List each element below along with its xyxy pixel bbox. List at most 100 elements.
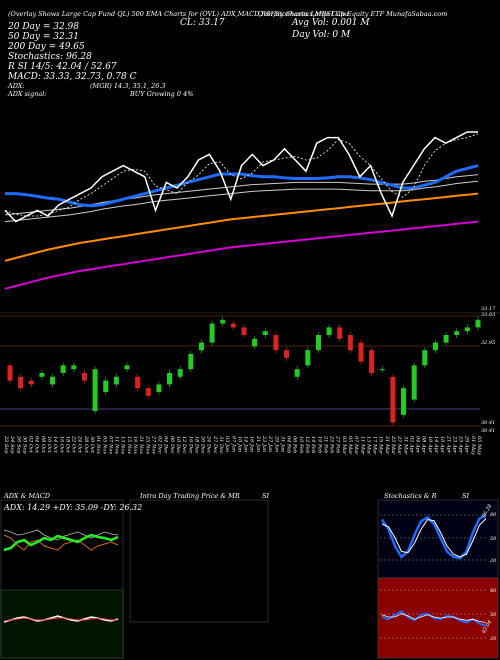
stock-name-line: Overlay Shares Large Cap Equity ETF Muna… (258, 10, 448, 18)
date-label: 07 Mar (353, 436, 359, 455)
date-label: 27 Dec (212, 435, 218, 454)
candle-body (475, 319, 481, 328)
date-label: 10 Jan (236, 436, 242, 452)
candle-body (326, 327, 332, 335)
minus-di-line (3, 534, 119, 551)
date-label: 24 Oct (77, 435, 83, 454)
close-sma-line (4, 133, 479, 217)
candle-body (358, 342, 364, 362)
price-label-2: 33.03 (481, 312, 496, 318)
date-label: 31 Dec (218, 436, 224, 454)
date-label: 07 Jan (230, 436, 236, 452)
date-label: 29 Apr (464, 435, 470, 454)
ema200-label: 200 Day = 49.65 (8, 42, 85, 52)
date-label: 01 May (470, 436, 476, 455)
candle-body (81, 373, 87, 381)
intraday-panel (129, 499, 269, 623)
rsi-level-50: 50 (490, 612, 497, 618)
ema50b-line (4, 174, 479, 216)
intraday-si-label: SI (262, 492, 270, 500)
date-label: 02 Dec (157, 436, 163, 454)
date-label: 10 Feb (298, 436, 304, 453)
adx-label: ADX: (8, 82, 25, 90)
date-label: 05 May (476, 436, 482, 455)
ema50-line (4, 180, 479, 223)
candle-body (92, 369, 98, 411)
date-label: 22 Sep (3, 435, 9, 454)
date-label: 16 Dec (187, 436, 193, 454)
date-label: 03 Jan (224, 436, 230, 452)
candle-body (443, 335, 449, 343)
candle-body (294, 369, 300, 377)
adx-macd-title: ADX & MACD (4, 492, 50, 500)
rsi-label: R SI 14/5: 42.04 / 52.67 (8, 62, 117, 72)
ema20-label: 20 Day = 32.98 (8, 22, 80, 32)
date-label: 19 Mar (378, 436, 384, 455)
date-label: 30 Sep (21, 436, 27, 454)
rsi-signal-line (381, 613, 487, 623)
date-label: 12 Dec (181, 436, 187, 454)
date-label: 10 Dec (175, 436, 181, 454)
header-top-line: (Overlay Shows Large Cap Fund QL) 500 EM… (8, 10, 348, 18)
candle-body (369, 350, 375, 373)
macd-signal-line (3, 617, 118, 622)
date-label: 14 Jan (243, 436, 249, 452)
candle-body (198, 342, 204, 351)
date-label: 16 Apr (439, 436, 445, 454)
avg-vol-label: Avg Vol: 0.001 M (292, 18, 370, 28)
date-label: 20 Dec (200, 435, 206, 454)
date-label: 19 Feb (316, 436, 322, 453)
candle-body (50, 376, 56, 385)
date-label: 14 Apr (433, 436, 439, 454)
date-label: 06 Feb (292, 436, 298, 453)
date-label: 04 Dec (163, 436, 169, 454)
close-price-line (4, 131, 478, 223)
price-label-5: 30.41 (481, 428, 496, 434)
adx-values: (MGR) 14.3, 35.1, 26.3 (90, 82, 166, 90)
date-label: 06 Dec (169, 436, 175, 454)
stochastics-title: Stochastics & R (384, 492, 437, 500)
date-label: 29 Jan (273, 435, 279, 452)
intraday-title: Intra Day Trading Price & MR (140, 492, 240, 500)
date-label: 04 Apr (415, 436, 421, 454)
ema200-line (4, 220, 479, 290)
date-label: 15 Nov (126, 436, 132, 454)
candle-body (167, 373, 173, 385)
date-label: 21 Mar (384, 435, 390, 455)
price-label-1: 33.17 (481, 306, 496, 312)
ema20-line (5, 164, 479, 208)
stochastics-panel (377, 499, 499, 579)
candle-body (230, 323, 236, 328)
date-label: 24 Sep (9, 435, 15, 454)
candle-body (60, 365, 66, 373)
stochastic-k-line (380, 514, 487, 560)
rsi-level-20: 20 (490, 636, 497, 642)
candle-body (305, 350, 311, 366)
ema100-line (4, 192, 479, 262)
candle-body (284, 350, 290, 358)
candle-body (145, 388, 151, 396)
date-label: 16 Oct (58, 436, 64, 454)
date-label: 14 Oct (52, 436, 58, 454)
candle-body (39, 373, 45, 377)
candle-body (337, 327, 343, 339)
candle-body (273, 335, 279, 351)
candle-body (422, 350, 428, 366)
date-label: 27 Nov (150, 435, 156, 454)
date-label: 11 Mar (359, 436, 365, 455)
date-label: 27 Mar (396, 435, 402, 455)
adx-signal-label: ADX signal: (8, 90, 47, 98)
macd-label: MACD: 33.33, 32.73, 0.78 C (8, 72, 137, 82)
date-label: 14 Feb (310, 436, 316, 453)
date-label: 31 Jan (279, 436, 285, 452)
stochastic-d-line (381, 518, 487, 558)
price-label-3: 32.95 (481, 340, 496, 346)
candle-body (390, 376, 396, 423)
date-label: 19 Nov (132, 436, 138, 454)
candle-body (262, 331, 268, 335)
day-vol-label: Day Vol: 0 M (292, 30, 351, 40)
stochastics-si-label: SI (462, 492, 470, 500)
candle-body (135, 376, 141, 389)
date-label: 07 Nov (107, 436, 113, 454)
